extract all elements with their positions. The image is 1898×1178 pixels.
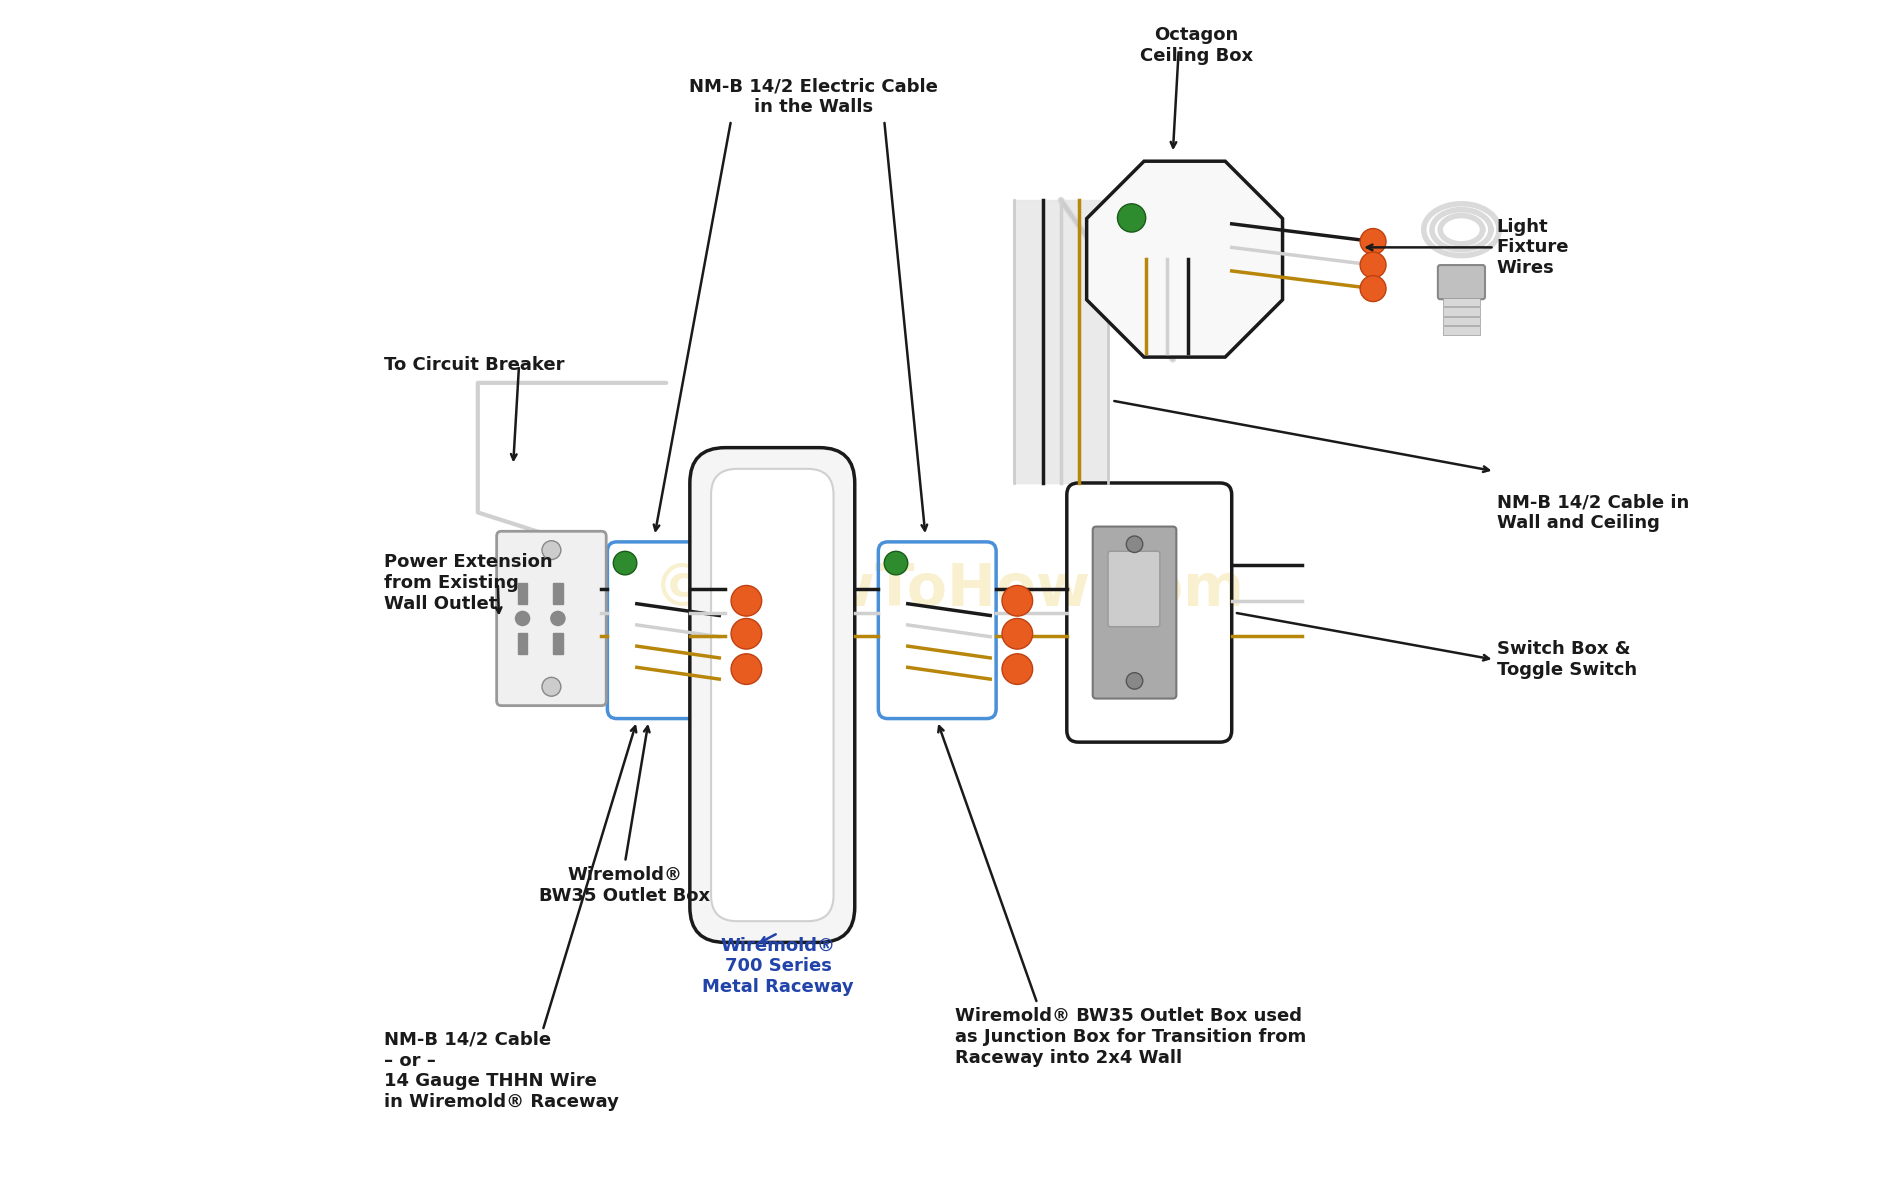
Text: © HowToHow.com: © HowToHow.com — [653, 561, 1245, 617]
Circle shape — [731, 654, 761, 684]
Circle shape — [543, 677, 560, 696]
Circle shape — [1126, 673, 1143, 689]
Text: Light
Fixture
Wires: Light Fixture Wires — [1498, 218, 1570, 277]
FancyBboxPatch shape — [689, 448, 854, 942]
Text: Wiremold® BW35 Outlet Box used
as Junction Box for Transition from
Raceway into : Wiremold® BW35 Outlet Box used as Juncti… — [955, 1007, 1306, 1067]
Circle shape — [1002, 618, 1033, 649]
FancyBboxPatch shape — [712, 469, 833, 921]
Text: Switch Box &
Toggle Switch: Switch Box & Toggle Switch — [1498, 641, 1636, 679]
Text: NM-B 14/2 Electric Cable
in the Walls: NM-B 14/2 Electric Cable in the Walls — [689, 78, 938, 115]
Circle shape — [731, 585, 761, 616]
Circle shape — [1118, 204, 1146, 232]
Circle shape — [516, 611, 530, 626]
Circle shape — [613, 551, 638, 575]
Text: Wiremold®
700 Series
Metal Raceway: Wiremold® 700 Series Metal Raceway — [702, 937, 854, 997]
Circle shape — [1361, 276, 1386, 302]
Bar — [518, 633, 528, 654]
Polygon shape — [1088, 161, 1283, 357]
Circle shape — [1002, 654, 1033, 684]
FancyBboxPatch shape — [1439, 265, 1484, 299]
FancyBboxPatch shape — [497, 531, 605, 706]
Circle shape — [884, 551, 907, 575]
Bar — [1442, 326, 1480, 335]
Text: Wiremold®
BW35 Outlet Box: Wiremold® BW35 Outlet Box — [539, 866, 710, 905]
Circle shape — [1126, 536, 1143, 552]
Circle shape — [1002, 585, 1033, 616]
Circle shape — [543, 541, 560, 560]
Circle shape — [550, 611, 566, 626]
Bar — [1442, 298, 1480, 306]
Bar — [1442, 307, 1480, 316]
Bar — [518, 583, 528, 604]
Circle shape — [731, 618, 761, 649]
Bar — [552, 633, 562, 654]
Bar — [1442, 317, 1480, 325]
Circle shape — [1361, 252, 1386, 278]
Text: Power Extension
from Existing
Wall Outlet: Power Extension from Existing Wall Outle… — [383, 554, 552, 613]
FancyBboxPatch shape — [1093, 527, 1177, 699]
FancyBboxPatch shape — [1108, 551, 1160, 627]
Text: Octagon
Ceiling Box: Octagon Ceiling Box — [1141, 26, 1253, 65]
Text: NM-B 14/2 Cable in
Wall and Ceiling: NM-B 14/2 Cable in Wall and Ceiling — [1498, 494, 1689, 531]
Text: NM-B 14/2 Cable
– or –
14 Gauge THHN Wire
in Wiremold® Raceway: NM-B 14/2 Cable – or – 14 Gauge THHN Wir… — [383, 1031, 619, 1111]
Text: To Circuit Breaker: To Circuit Breaker — [383, 356, 564, 375]
Bar — [552, 583, 562, 604]
Circle shape — [1361, 229, 1386, 254]
